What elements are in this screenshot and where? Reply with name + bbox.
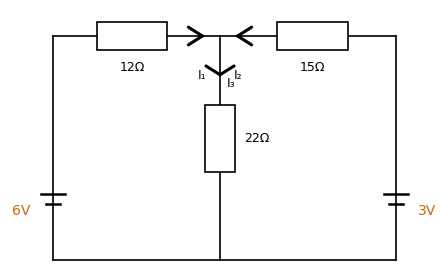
Text: 12Ω: 12Ω (119, 61, 145, 74)
Bar (97, 22, 167, 50)
Text: 3V: 3V (418, 204, 436, 217)
Text: 6V: 6V (12, 204, 31, 217)
Bar (277, 22, 348, 50)
Text: 22Ω: 22Ω (244, 132, 270, 145)
Text: 15Ω: 15Ω (300, 61, 325, 74)
Text: I₃: I₃ (227, 77, 235, 89)
Text: I₂: I₂ (233, 69, 242, 82)
Bar (205, 105, 235, 172)
Text: I₁: I₁ (198, 69, 207, 82)
